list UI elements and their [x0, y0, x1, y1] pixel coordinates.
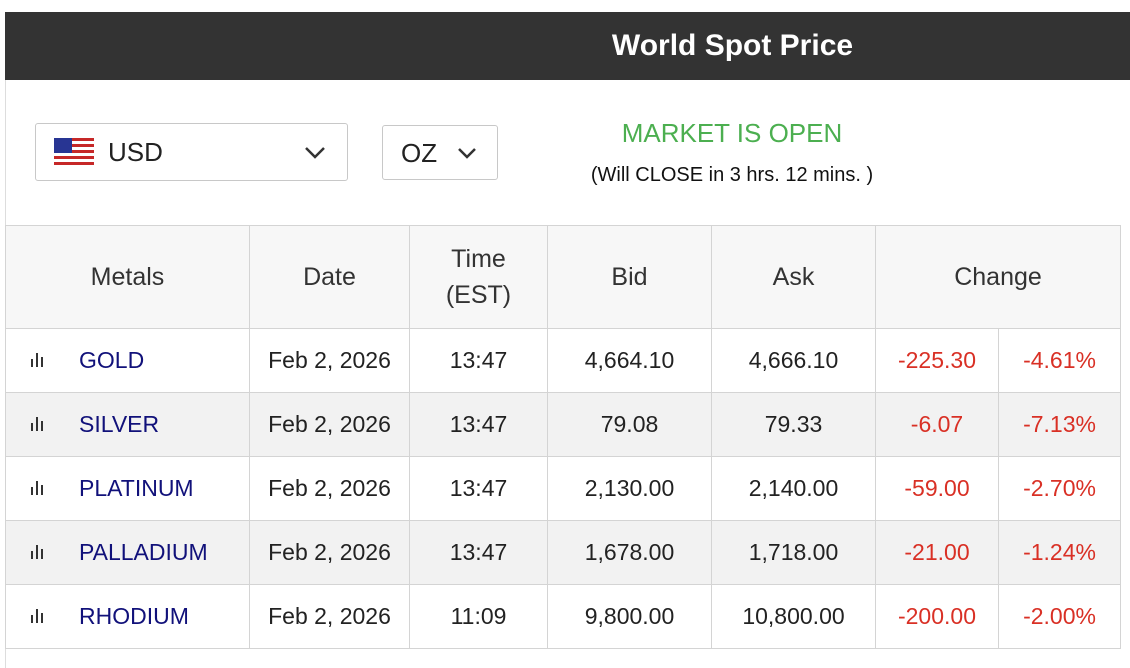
cell: Feb 2, 2026: [249, 456, 410, 521]
cell: Feb 2, 2026: [249, 392, 410, 457]
cell: -59.00: [875, 456, 999, 521]
cell: 13:47: [409, 520, 548, 585]
cell: -7.13%: [997, 392, 1122, 457]
header-text: Metals: [90, 262, 165, 291]
cell: 10,800.00: [711, 584, 876, 649]
column-header: Time (EST): [409, 225, 548, 329]
cell: 1,718.00: [711, 520, 876, 585]
metal-link[interactable]: GOLD: [79, 347, 145, 373]
cell: 13:47: [409, 328, 548, 393]
cell: 4,666.10: [711, 328, 876, 393]
column-header: Bid: [547, 225, 712, 329]
metal-cell: PALLADIUM: [5, 520, 250, 585]
page-title: World Spot Price: [611, 29, 854, 62]
cell: 2,140.00: [711, 456, 876, 521]
cell: -2.00%: [997, 584, 1122, 649]
chart-icon[interactable]: [30, 417, 46, 431]
header-text: Bid: [611, 262, 648, 291]
unit-label: OZ: [401, 138, 438, 168]
header-bar: World Spot Price: [5, 12, 1130, 80]
chart-icon[interactable]: [30, 353, 46, 367]
header-row: Metals Date Time (EST) Bid Ask Change: [5, 225, 1122, 329]
chevron: [305, 147, 325, 159]
cell: 4,664.10: [547, 328, 712, 393]
currency-dropdown[interactable]: USD: [35, 123, 348, 181]
column-header: Change: [874, 225, 1122, 329]
metal-row: PLATINUM Feb 2, 2026 13:47 2,130.00 2,140.00…: [5, 456, 1122, 521]
chart-icon[interactable]: [30, 481, 46, 495]
metal-link[interactable]: PALLADIUM: [79, 539, 208, 565]
cell: -1.24%: [997, 520, 1122, 585]
column-header: Metals: [5, 225, 250, 329]
metal-row: GOLD Feb 2, 2026 13:47 4,664.10 4,666.10 -225…: [5, 328, 1122, 393]
us-flag: [54, 138, 94, 166]
metal-cell: SILVER: [5, 392, 250, 457]
metal-cell: GOLD: [5, 328, 250, 393]
chart-icon[interactable]: [30, 609, 46, 623]
metal-cell: PLATINUM: [5, 456, 250, 521]
column-header: Date: [249, 225, 410, 329]
table-body: GOLD Feb 2, 2026 13:47 4,664.10 4,666.10 -225…: [5, 328, 1122, 649]
metal-link[interactable]: PLATINUM: [79, 475, 194, 501]
cell: 1,678.00: [547, 520, 712, 585]
cell: -21.00: [875, 520, 999, 585]
market-open: MARKET IS OPEN: [621, 118, 843, 148]
header-text: Ask: [772, 262, 815, 291]
header-text: Date: [303, 262, 356, 291]
header-text: Change: [954, 262, 1042, 291]
metal-link[interactable]: SILVER: [79, 411, 160, 437]
currency-label: USD: [108, 137, 163, 167]
price-table: Metals Date Time (EST) Bid Ask Change GOLD Feb…: [5, 225, 1122, 649]
cell: Feb 2, 2026: [249, 520, 410, 585]
metal-cell: RHODIUM: [5, 584, 250, 649]
column-header: Ask: [711, 225, 876, 329]
chart-icon[interactable]: [30, 545, 46, 559]
unit-dropdown[interactable]: OZ: [382, 125, 498, 180]
cell: 13:47: [409, 392, 548, 457]
close-notice: (Will CLOSE in 3 hrs. 12 mins. ): [590, 164, 874, 186]
header-text: Time (EST): [445, 245, 512, 309]
cell: Feb 2, 2026: [249, 584, 410, 649]
chevron: [458, 148, 476, 159]
metal-row: RHODIUM Feb 2, 2026 11:09 9,800.00 10,800.00…: [5, 584, 1122, 649]
cell: 11:09: [409, 584, 548, 649]
metal-row: SILVER Feb 2, 2026 13:47 79.08 79.33 -6.07 -7.…: [5, 392, 1122, 457]
metal-row: PALLADIUM Feb 2, 2026 13:47 1,678.00 1,718.0…: [5, 520, 1122, 585]
cell: 2,130.00: [547, 456, 712, 521]
cell: -200.00: [875, 584, 999, 649]
cell: 9,800.00: [547, 584, 712, 649]
cell: Feb 2, 2026: [249, 328, 410, 393]
cell: 79.33: [711, 392, 876, 457]
cell: -2.70%: [997, 456, 1122, 521]
cell: -6.07: [875, 392, 999, 457]
cell: 13:47: [409, 456, 548, 521]
cell: -4.61%: [997, 328, 1122, 393]
cell: 79.08: [547, 392, 712, 457]
metal-link[interactable]: RHODIUM: [79, 603, 189, 629]
cell: -225.30: [875, 328, 999, 393]
